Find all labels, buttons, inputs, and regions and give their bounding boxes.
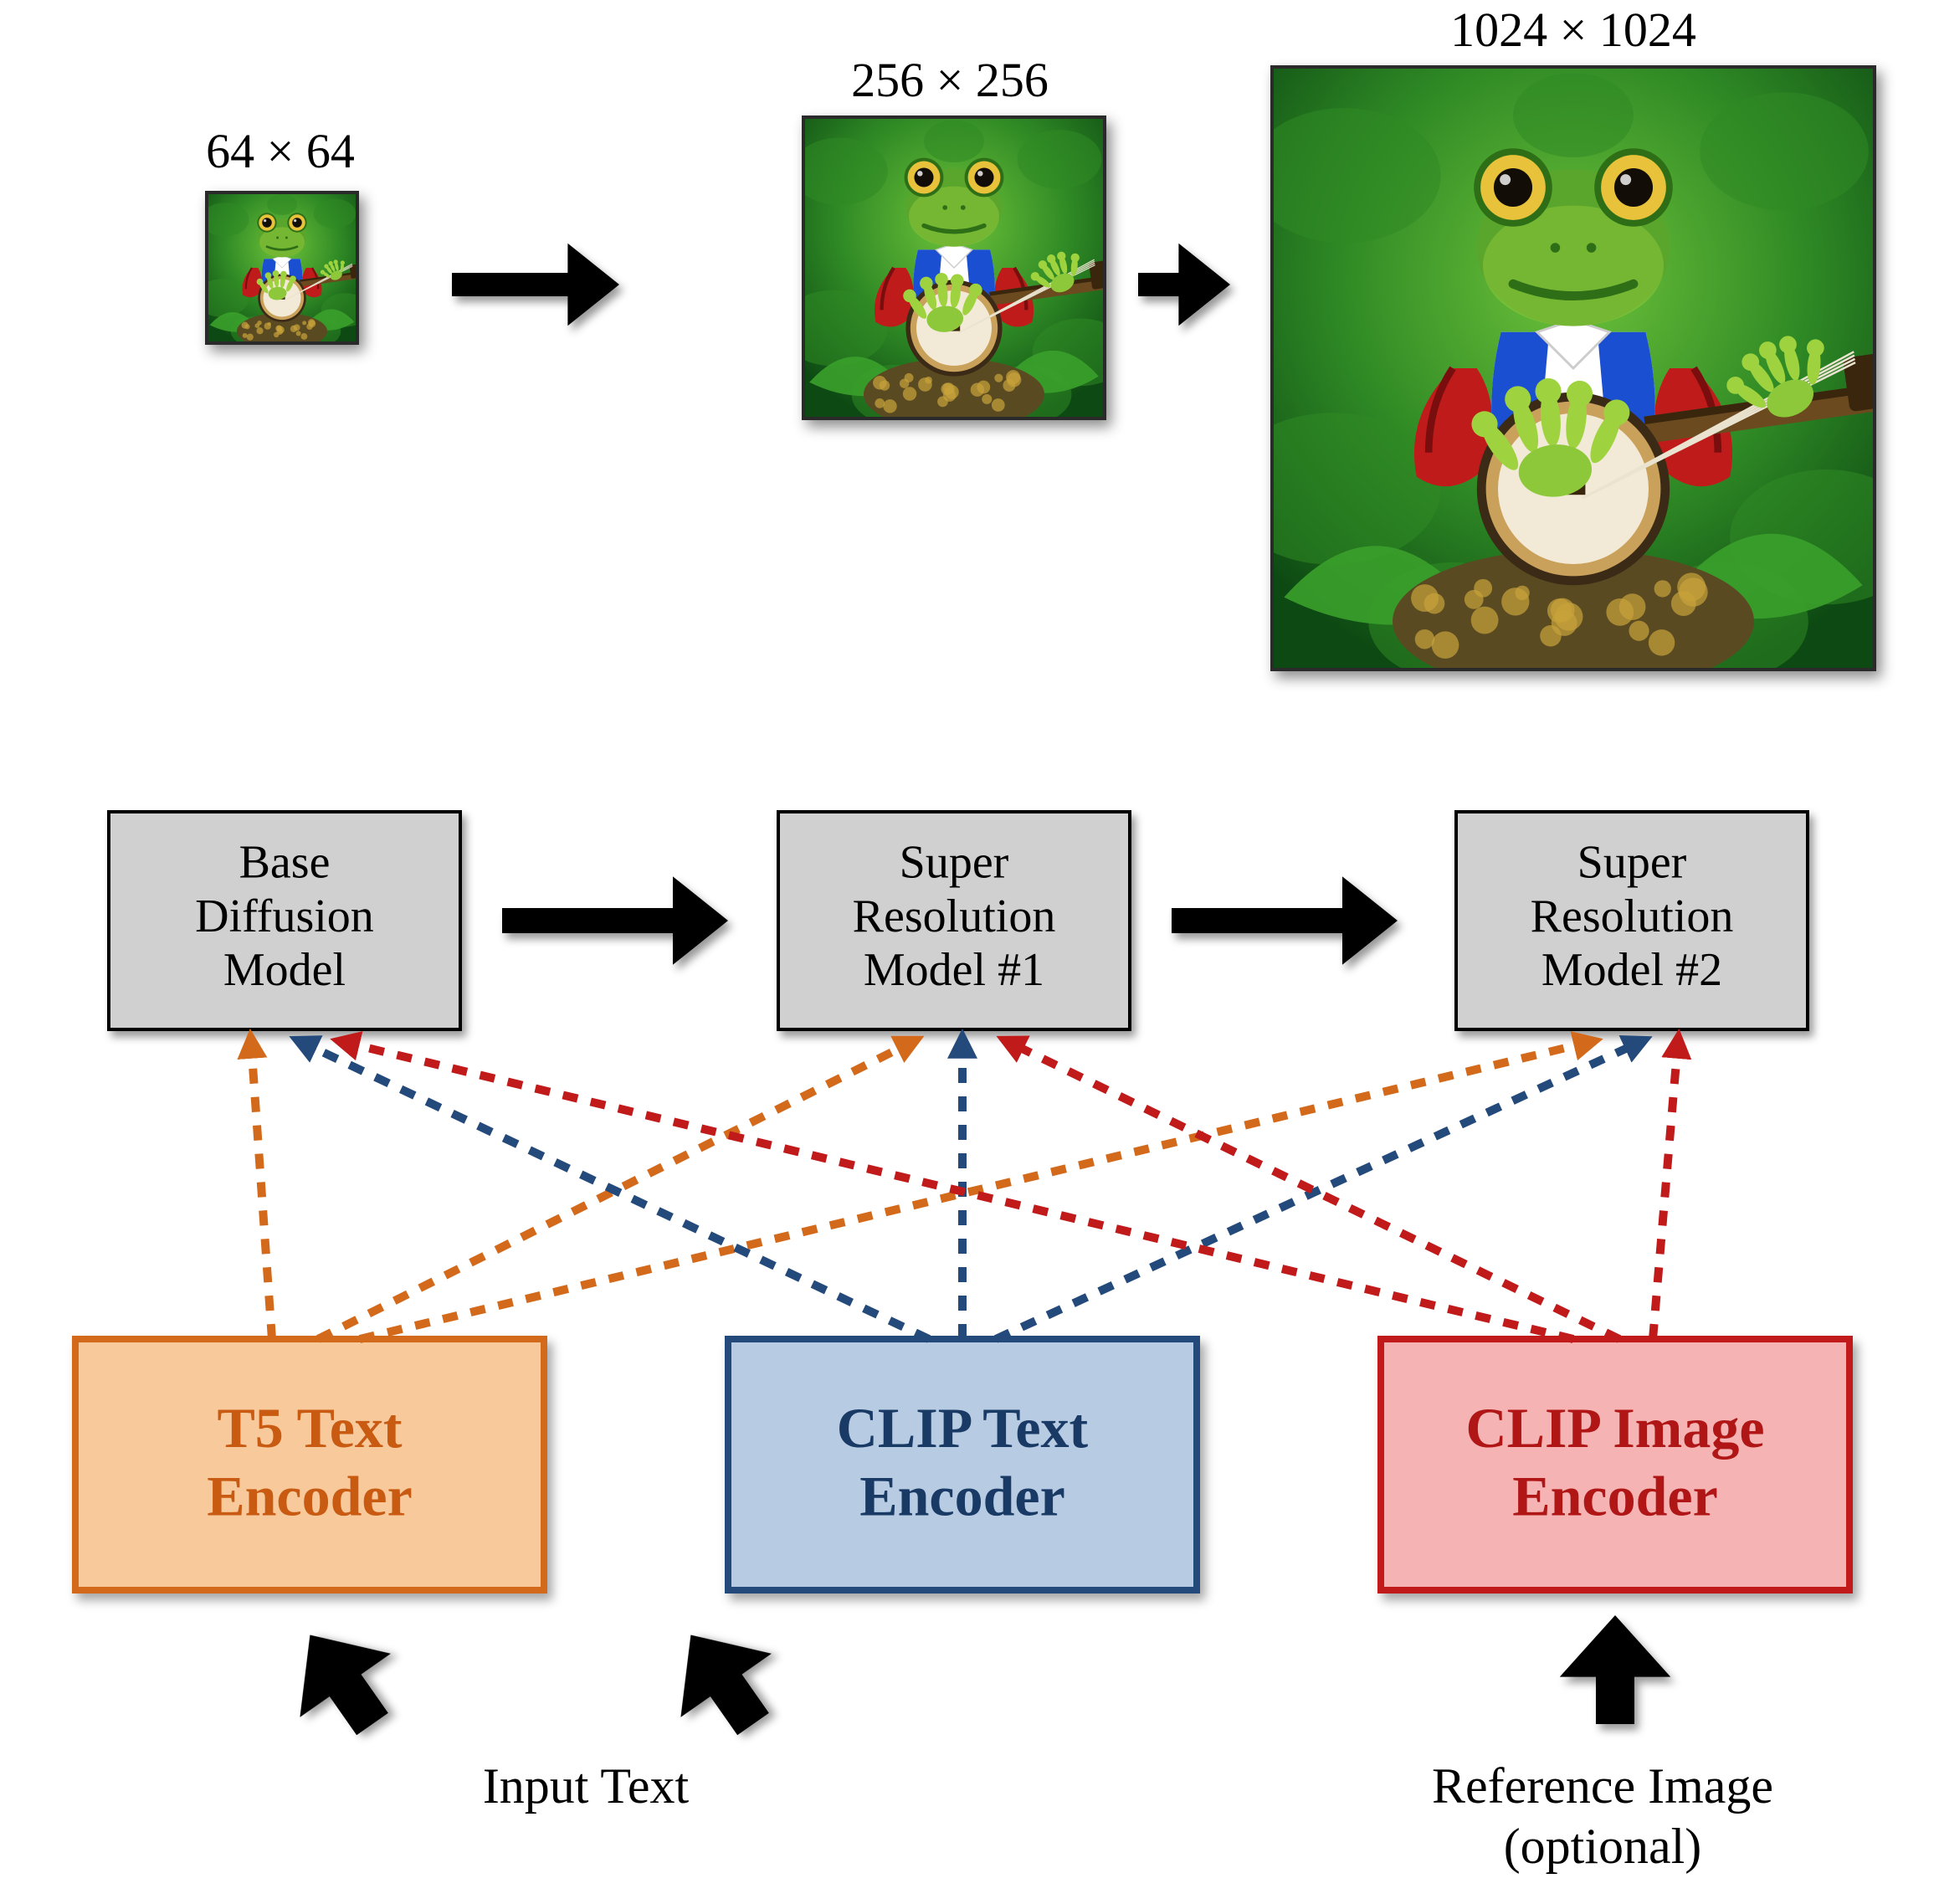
resolution-label-2: 256 × 256 — [851, 53, 1049, 107]
dashed-arrow-4 — [301, 1042, 929, 1339]
model-box-2-line-1: Super — [900, 836, 1009, 888]
model-box-2-line-2: Resolution — [853, 890, 1056, 942]
encoder-box-3-line-2: Encoder — [1512, 1464, 1718, 1527]
input-arrow-3 — [1560, 1615, 1670, 1724]
model-box-2: SuperResolutionModel #1 — [778, 812, 1130, 1029]
model-box-3: SuperResolutionModel #2 — [1456, 812, 1808, 1029]
encoder-box-1-line-2: Encoder — [207, 1464, 413, 1527]
encoder-box-3-line-1: CLIP Image — [1466, 1396, 1765, 1460]
model-box-3-line-3: Model #2 — [1541, 944, 1722, 996]
model-box-1-line-3: Model — [223, 944, 346, 996]
generated-image-1 — [195, 191, 370, 349]
encoder-box-1: T5 TextEncoder — [75, 1339, 544, 1590]
model-arrow-2 — [1172, 876, 1398, 965]
model-box-1-line-2: Diffusion — [195, 890, 374, 942]
encoder-box-2-line-2: Encoder — [859, 1464, 1065, 1527]
model-box-3-line-1: Super — [1577, 836, 1687, 888]
input-label-2-line-1: Reference Image — [1432, 1758, 1773, 1814]
model-box-1: BaseDiffusionModel — [109, 812, 460, 1029]
resolution-label-1: 64 × 64 — [206, 124, 355, 178]
model-box-1-line-1: Base — [239, 836, 331, 888]
model-arrow-1 — [502, 876, 728, 965]
encoder-box-2-line-1: CLIP Text — [837, 1396, 1089, 1460]
encoder-box-3: CLIP ImageEncoder — [1381, 1339, 1849, 1590]
input-arrow-2 — [645, 1604, 798, 1756]
image-arrow-1 — [452, 244, 619, 326]
generated-image-2 — [779, 115, 1129, 430]
model-box-3-line-2: Resolution — [1531, 890, 1734, 942]
input-label-1-line-1: Input Text — [483, 1758, 690, 1814]
image-arrow-2 — [1138, 244, 1230, 326]
model-box-2-line-3: Model #1 — [864, 944, 1044, 996]
encoder-box-2: CLIP TextEncoder — [728, 1339, 1197, 1590]
input-label-2-line-2: (optional) — [1504, 1819, 1702, 1874]
dashed-arrow-6 — [996, 1042, 1640, 1339]
dashed-arrow-9 — [1653, 1042, 1678, 1339]
encoder-box-1-line-1: T5 Text — [217, 1396, 402, 1460]
input-arrow-1 — [264, 1604, 418, 1756]
resolution-label-3: 1024 × 1024 — [1450, 3, 1696, 57]
generated-image-3 — [1223, 65, 1922, 694]
dashed-arrow-1 — [251, 1042, 272, 1339]
